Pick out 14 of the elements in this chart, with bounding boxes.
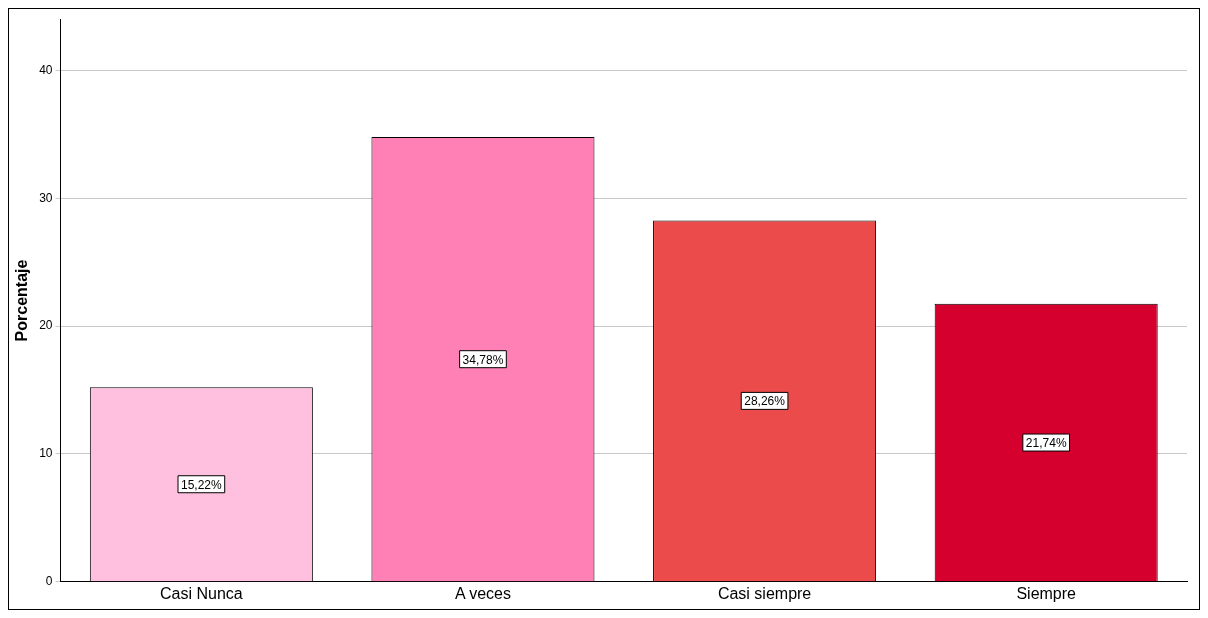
x-tick-label: Casi siempre xyxy=(717,584,812,602)
data-label: 15,22% xyxy=(181,477,223,492)
y-tick-label: 0 xyxy=(45,574,53,589)
y-tick-label: 30 xyxy=(39,190,53,205)
y-axis-title: Porcentaje xyxy=(13,259,31,342)
data-label: 28,26% xyxy=(744,394,786,409)
x-tick-label: Siempre xyxy=(1016,584,1077,602)
y-tick-label: 10 xyxy=(39,446,53,461)
x-tick-label: A veces xyxy=(454,584,511,602)
data-label: 34,78% xyxy=(462,352,504,367)
x-tick-label: Casi Nunca xyxy=(160,584,243,602)
y-tick-label: 20 xyxy=(39,318,53,333)
data-label: 21,74% xyxy=(1025,435,1067,450)
y-tick-label: 40 xyxy=(39,62,53,77)
